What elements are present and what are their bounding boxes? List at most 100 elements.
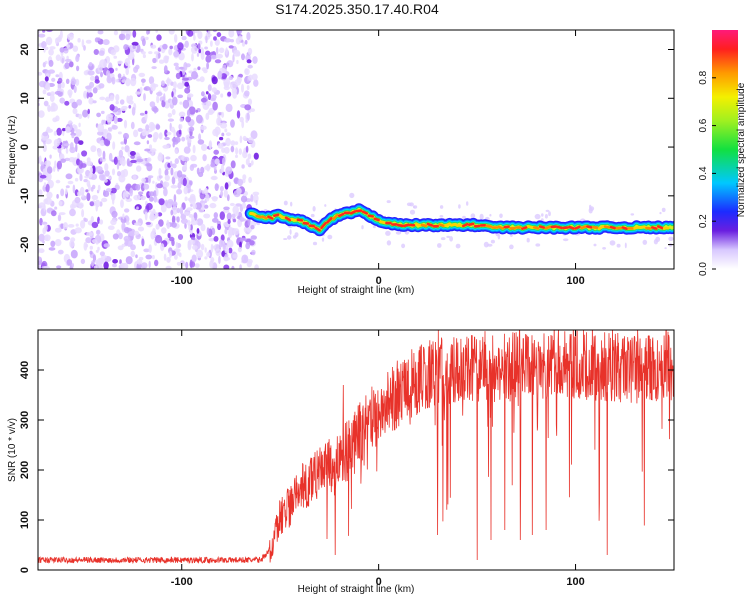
noise-blob — [107, 225, 115, 230]
noise-blob — [210, 40, 213, 47]
noise-blob — [130, 77, 137, 87]
noise-blob — [86, 192, 91, 202]
noise-blob — [224, 182, 229, 190]
noise-blob — [252, 191, 260, 196]
noise-blob — [192, 144, 196, 154]
noise-blob — [188, 138, 192, 144]
noise-blob — [83, 217, 87, 222]
noise-blob — [103, 261, 109, 269]
noise-blob — [167, 112, 173, 118]
noise-blob — [209, 202, 217, 209]
noise-blob — [141, 238, 145, 247]
noise-blob — [70, 249, 78, 259]
noise-blob — [70, 78, 77, 86]
noise-blob — [85, 243, 89, 248]
track-core-segment — [296, 218, 304, 222]
noise-blob — [236, 110, 241, 119]
noise-blob — [160, 80, 165, 87]
noise-blob — [98, 83, 105, 89]
noise-blob — [219, 185, 224, 192]
noise-blob — [237, 246, 242, 253]
track-core-segment — [332, 213, 339, 221]
noise-blob — [152, 107, 159, 113]
noise-blob — [104, 163, 109, 172]
noise-blob — [250, 235, 257, 240]
noise-blob — [57, 77, 63, 84]
noise-blob — [65, 78, 70, 85]
noise-blob — [125, 33, 131, 41]
faint-blob — [409, 209, 416, 215]
noise-blob — [165, 55, 170, 60]
noise-blob — [111, 210, 118, 218]
noise-blob — [231, 265, 235, 269]
noise-blob — [171, 109, 176, 116]
noise-blob — [81, 209, 85, 218]
faint-blob — [624, 242, 627, 249]
faint-blob — [489, 213, 492, 217]
spectrogram-noise-field — [38, 30, 674, 269]
noise-blob — [244, 90, 250, 97]
faint-blob — [386, 200, 391, 204]
faint-blob — [385, 230, 391, 236]
track-core-segment — [580, 225, 587, 230]
noise-blob — [225, 166, 233, 175]
noise-blob — [168, 236, 175, 242]
noise-blob — [220, 93, 224, 98]
noise-blob — [136, 259, 143, 265]
noise-blob — [44, 223, 48, 232]
noise-blob — [197, 43, 201, 50]
noise-blob — [189, 180, 193, 186]
noise-blob — [85, 39, 92, 44]
noise-blob — [96, 112, 101, 118]
noise-blob — [243, 226, 247, 233]
track-core-segment — [544, 225, 552, 230]
noise-blob — [156, 183, 164, 189]
noise-blob — [196, 167, 200, 175]
noise-blob — [103, 190, 110, 197]
noise-blob — [89, 245, 94, 250]
noise-blob — [239, 237, 247, 242]
noise-blob — [44, 46, 49, 51]
noise-blob — [64, 58, 72, 63]
noise-blob — [215, 47, 219, 55]
noise-blob — [151, 83, 159, 88]
noise-blob — [83, 179, 88, 183]
noise-blob — [122, 191, 127, 200]
noise-blob — [121, 158, 126, 167]
noise-blob — [59, 30, 63, 39]
faint-blob — [630, 213, 635, 216]
noise-blob — [214, 39, 220, 46]
track-core-segment — [450, 223, 457, 227]
noise-blob — [156, 95, 160, 104]
noise-blob — [63, 236, 70, 241]
noise-blob — [188, 223, 191, 231]
noise-blob — [117, 60, 123, 65]
noise-blob — [254, 264, 259, 269]
noise-blob — [48, 69, 55, 74]
track-core-segment — [402, 223, 410, 228]
noise-blob — [134, 230, 140, 236]
noise-blob — [214, 158, 220, 165]
noise-blob — [55, 74, 60, 78]
noise-blob — [97, 37, 101, 41]
noise-blob — [239, 264, 242, 269]
noise-blob — [50, 240, 56, 247]
noise-blob — [221, 111, 225, 118]
noise-blob — [93, 265, 98, 269]
noise-blob — [142, 54, 146, 59]
noise-blob — [250, 194, 254, 203]
noise-blob — [127, 100, 134, 105]
noise-blob — [70, 122, 73, 131]
noise-blob — [212, 30, 218, 33]
noise-blob — [165, 265, 172, 269]
track-core-segment — [656, 225, 664, 230]
faint-blob — [312, 241, 318, 246]
noise-blob — [217, 142, 224, 149]
noise-blob — [246, 112, 250, 122]
noise-blob — [48, 59, 54, 67]
noise-blob — [162, 43, 168, 50]
colorbar-tick-label: 0.2 — [698, 214, 709, 228]
noise-blob — [39, 174, 47, 179]
noise-blob — [152, 180, 155, 184]
